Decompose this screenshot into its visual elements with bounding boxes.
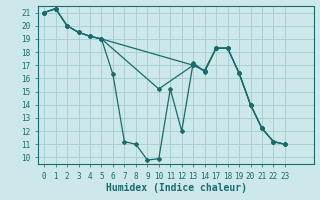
X-axis label: Humidex (Indice chaleur): Humidex (Indice chaleur) [106, 183, 246, 193]
